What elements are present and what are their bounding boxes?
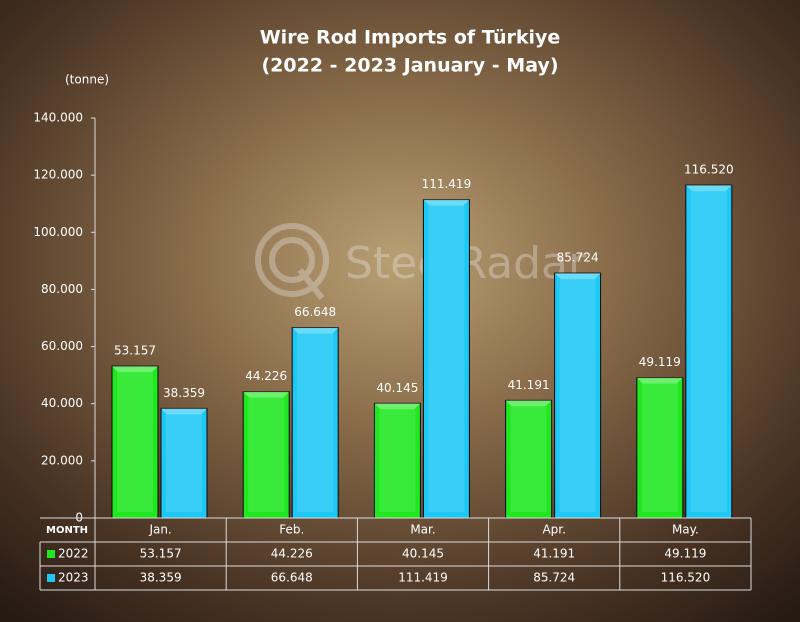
table-cell: 85.724 [533,571,575,585]
data-label: 40.145 [376,381,418,395]
y-tick-label: 140.000 [33,111,83,125]
legend-label: 2023 [58,571,89,585]
bar-bevel [166,414,202,512]
data-label: 116.520 [684,163,734,177]
bar [242,391,290,519]
table-cell: 49.119 [664,547,706,561]
y-tick-label: 120.000 [33,168,83,182]
bar-top [685,185,732,192]
bar [554,272,602,519]
bar-bevel [641,383,678,512]
y-tick-label: 40.000 [41,396,83,410]
bar-bevel [428,205,465,512]
data-label: 44.226 [245,369,287,383]
bar-bevel [690,191,727,513]
table-cell: 38.359 [140,571,182,585]
x-tick-label: Mar. [410,523,435,537]
table-cell: 53.157 [140,547,182,561]
y-tick-label: 80.000 [41,282,83,296]
table-header: MONTH [46,525,88,536]
bar [505,399,553,519]
data-label: 111.419 [422,177,472,191]
watermark-logo [255,223,329,300]
data-label: 38.359 [163,386,205,400]
y-tick-label: 20.000 [41,453,83,467]
bar-top [505,400,552,407]
bar [160,407,208,519]
bar-top [161,408,207,415]
table-cell: 40.145 [402,547,444,561]
bar-top [243,391,290,398]
y-tick-label: 60.000 [41,339,83,353]
bar [291,327,339,519]
bar-top [292,327,339,334]
x-tick-label: Feb. [279,523,304,537]
bar-bevel [559,279,596,512]
bar-top [554,273,601,280]
legend-marker [47,574,55,582]
bar-bevel [297,333,334,512]
table-cell: 66.648 [271,571,313,585]
data-label: 53.157 [114,344,156,358]
chart-title: (2022 - 2023 January - May) [261,55,558,77]
data-label: 66.648 [294,305,336,319]
bar-bevel [510,406,547,512]
bar-top [636,377,683,384]
bar-bevel [117,372,153,512]
data-label: 85.724 [557,251,599,265]
table-cell: 116.520 [661,571,711,585]
table-cell: 44.226 [271,547,313,561]
bar-bevel [379,409,416,512]
data-label: 41.191 [508,378,550,392]
x-tick-label: Jan. [148,523,171,537]
table-cell: 41.191 [533,547,575,561]
bar [373,402,421,519]
y-axis-unit: (tonne) [65,73,109,87]
bar-top [112,366,158,373]
table-cell: 111.419 [398,571,448,585]
bar [685,184,733,519]
bar-top [374,403,421,410]
chart-title: Wire Rod Imports of Türkiye [260,27,561,49]
x-tick-label: Apr. [542,523,565,537]
bar [111,365,159,519]
x-tick-label: May. [672,523,699,537]
y-tick-label: 100.000 [33,225,83,239]
legend-label: 2022 [58,547,89,561]
bar-top [423,199,470,206]
legend-marker [47,550,55,558]
bar-bevel [248,397,285,512]
bar [636,377,684,519]
data-label: 49.119 [639,355,681,369]
